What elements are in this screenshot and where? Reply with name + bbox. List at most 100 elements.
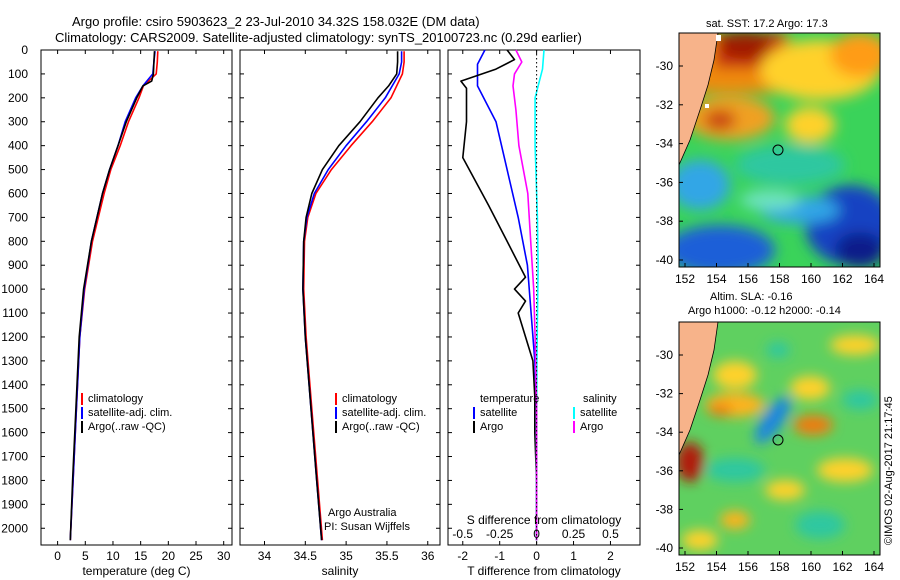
map-xtick-label: 158 (769, 560, 789, 574)
map-xtick-label: 156 (738, 560, 758, 574)
legend-entry: Argo(..raw -QC) (88, 421, 166, 433)
sst-map: sat. SST: 17.2 Argo: 17.3 (656, 18, 885, 286)
differences-axes-frame (447, 49, 641, 546)
depth-tick-label: 500 (8, 163, 28, 177)
map-xtick-label: 154 (706, 560, 726, 574)
map-xtick-label: 152 (675, 560, 695, 574)
map-ytick-label: -30 (656, 348, 674, 362)
temperature-xtick-label: 15 (134, 549, 148, 563)
temperature-xtick-label: 25 (189, 549, 203, 563)
t-diff-tick-label: 1 (570, 549, 577, 563)
salinity-series-satellite-adj-clim- (302, 51, 403, 541)
s-diff-xlabel: S difference from climatology (467, 513, 622, 527)
sst-field (679, 33, 880, 267)
map-ytick-label: -40 (656, 253, 674, 267)
depth-tick-label: 200 (8, 91, 28, 105)
legend-entry: climatology (342, 393, 398, 405)
t-diff-tick-label: 2 (607, 549, 614, 563)
depth-tick-label: 2000 (1, 521, 28, 535)
depth-tick-label: 1700 (1, 450, 28, 464)
differences-series-t-satellite (476, 49, 538, 541)
depth-tick-label: 600 (8, 186, 28, 200)
differences-series-s-argo (512, 49, 538, 541)
t-diff-tick-label: -1 (494, 549, 505, 563)
t-diff-tick-label: 0 (533, 549, 540, 563)
temperature-xtick-label: 20 (162, 549, 176, 563)
map-xtick-label: 162 (832, 560, 852, 574)
depth-tick-label: 800 (8, 234, 28, 248)
salinity-xtick-label: 35 (339, 549, 353, 563)
depth-tick-label: 1600 (1, 426, 28, 440)
credit-line1: Argo Australia (328, 507, 397, 519)
depth-tick-label: 700 (8, 210, 28, 224)
sla-map: Altim. SLA: -0.16 Argo h1000: -0.12 h200… (656, 291, 885, 574)
salinity-xtick-label: 35.5 (375, 549, 399, 563)
differences-xlabel: T difference from climatology (467, 564, 621, 578)
temperature-xtick-label: 5 (82, 549, 89, 563)
map-ytick-label: -38 (656, 502, 674, 516)
depth-tick-label: 900 (8, 258, 28, 272)
salinity-panel: 34 34.5 35 35.5 36 salinity climatology satelli… (239, 49, 441, 578)
credit-line2: PI: Susan Wijffels (324, 521, 410, 533)
map-ytick-label: -38 (656, 214, 674, 228)
sla-map-title-line2: Argo h1000: -0.12 h2000: -0.14 (688, 305, 841, 317)
temperature-panel: 0100200300400500600700800900100011001200… (1, 43, 233, 578)
salinity-xtick-label: 36 (421, 549, 435, 563)
salinity-series-climatology (302, 51, 405, 541)
map-xtick-label: 160 (801, 560, 821, 574)
s-diff-tick-label: -0.5 (452, 527, 473, 541)
differences-series-t-argo (460, 49, 538, 541)
depth-tick-label: 1400 (1, 378, 28, 392)
map-ytick-label: -36 (656, 464, 674, 478)
depth-tick-label: 1000 (1, 282, 28, 296)
temperature-xtick-label: 0 (54, 549, 61, 563)
legend-entry: satellite (580, 407, 617, 419)
depth-tick-label: 1500 (1, 402, 28, 416)
salinity-xtick-label: 34 (258, 549, 272, 563)
depth-tick-label: 100 (8, 67, 28, 81)
map-xtick-label: 158 (769, 272, 789, 286)
sla-map-title-line1: Altim. SLA: -0.16 (710, 291, 793, 303)
legend-entry: satellite-adj. clim. (342, 407, 426, 419)
map-xtick-label: 160 (801, 272, 821, 286)
map-ytick-label: -34 (656, 137, 674, 151)
depth-tick-label: 1300 (1, 354, 28, 368)
map-ytick-label: -34 (656, 425, 674, 439)
t-diff-tick-label: -2 (457, 549, 468, 563)
depth-tick-label: 1100 (2, 306, 28, 320)
figure-title-line2: Climatology: CARS2009. Satellite-adjuste… (55, 30, 582, 45)
legend-entry: climatology (88, 393, 144, 405)
depth-tick-label: 1200 (1, 330, 28, 344)
difference-panel: T difference from climatology-2 -1 0 1 2 -0.5… (447, 49, 641, 578)
map-ytick-label: -30 (656, 59, 674, 73)
temperature-xtick-label: 10 (106, 549, 120, 563)
map-ytick-label: -32 (656, 98, 674, 112)
salinity-xtick-label: 34.5 (294, 549, 318, 563)
depth-tick-label: 1800 (1, 473, 28, 487)
map-xtick-label: 162 (832, 272, 852, 286)
sla-map-ticks: 152 154 156 158 160 162 164 -30 -32 -34 -36 -38 -40 (656, 348, 885, 574)
salinity-xlabel: salinity (322, 564, 359, 578)
map-xtick-label: 156 (738, 272, 758, 286)
legend-entry: Argo (580, 421, 603, 433)
temperature-series-argo-raw-qc- (69, 51, 156, 541)
map-ytick-label: -36 (656, 175, 674, 189)
salinity-axes-frame (239, 49, 441, 546)
temperature-xtick-label: 30 (217, 549, 231, 563)
legend-entry: Argo (480, 421, 503, 433)
salinity-series-argo-raw-qc- (302, 51, 399, 541)
figure-title-line1: Argo profile: csiro 5903623_2 23-Jul-201… (72, 14, 480, 29)
s-diff-tick-label: 0 (533, 527, 540, 541)
temperature-axes-frame (40, 49, 233, 546)
map-xtick-label: 152 (675, 272, 695, 286)
s-diff-tick-label: -0.25 (486, 527, 514, 541)
temperature-xlabel: temperature (deg C) (82, 564, 190, 578)
legend-header-salinity: salinity (583, 393, 617, 405)
map-xtick-label: 154 (706, 272, 726, 286)
sla-field (679, 322, 880, 555)
map-xtick-label: 164 (864, 560, 884, 574)
depth-tick-label: 0 (21, 43, 28, 57)
map-xtick-label: 164 (864, 272, 884, 286)
map-ytick-label: -32 (656, 387, 674, 401)
